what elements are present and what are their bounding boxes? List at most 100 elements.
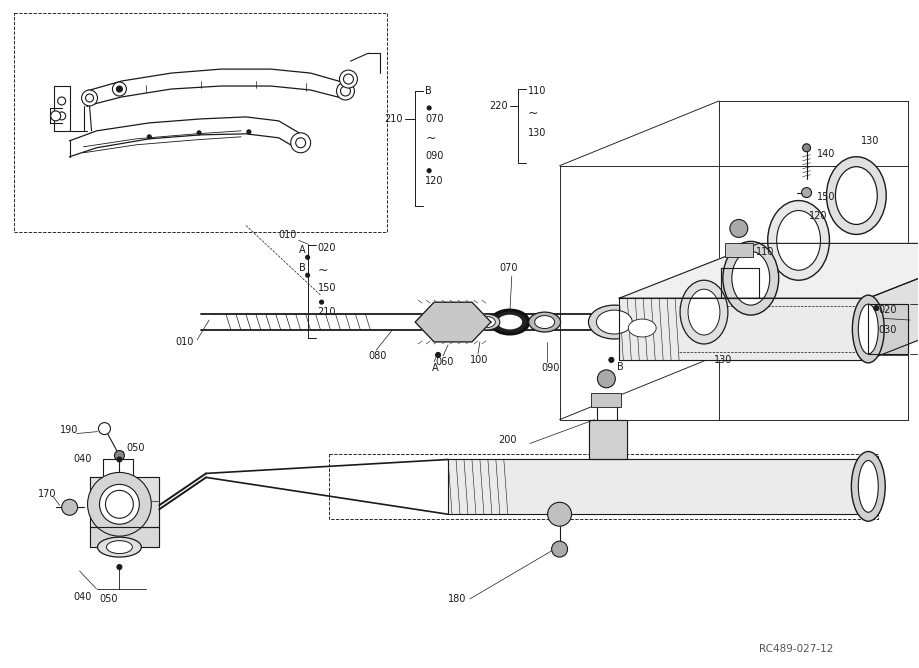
Text: 070: 070 [425, 114, 443, 124]
Text: 020: 020 [317, 243, 335, 253]
Text: B: B [299, 263, 305, 273]
Text: B: B [617, 362, 623, 372]
Ellipse shape [776, 210, 820, 271]
Ellipse shape [679, 280, 727, 344]
Text: 130: 130 [860, 136, 879, 146]
Circle shape [114, 450, 124, 460]
Circle shape [426, 106, 431, 110]
Circle shape [339, 70, 357, 88]
Circle shape [547, 502, 571, 526]
Text: 200: 200 [497, 435, 516, 445]
Bar [724, 243, 752, 257]
Circle shape [51, 111, 61, 121]
Polygon shape [414, 302, 491, 342]
Text: RC489-027-12: RC489-027-12 [758, 644, 833, 654]
Text: 020: 020 [878, 305, 896, 315]
Circle shape [801, 144, 810, 152]
Text: 010: 010 [278, 230, 296, 240]
Circle shape [305, 255, 310, 259]
Circle shape [608, 357, 613, 362]
Text: 110: 110 [754, 247, 773, 257]
Circle shape [246, 130, 251, 134]
Circle shape [729, 220, 747, 237]
Circle shape [87, 472, 151, 536]
Ellipse shape [496, 314, 522, 330]
Circle shape [873, 306, 878, 311]
Polygon shape [618, 243, 919, 298]
Polygon shape [720, 269, 758, 298]
Ellipse shape [722, 241, 777, 315]
Ellipse shape [857, 460, 878, 512]
Text: 120: 120 [808, 212, 826, 222]
Ellipse shape [107, 540, 132, 554]
Text: 080: 080 [368, 351, 386, 361]
Circle shape [336, 82, 354, 100]
Text: 140: 140 [816, 149, 834, 159]
Text: A: A [299, 245, 305, 255]
Text: 010: 010 [176, 337, 194, 347]
Circle shape [147, 135, 151, 139]
Ellipse shape [851, 295, 883, 363]
Polygon shape [618, 298, 868, 360]
Text: 050: 050 [99, 594, 118, 604]
Text: 100: 100 [470, 355, 488, 365]
Text: 210: 210 [384, 114, 403, 124]
Text: A: A [432, 363, 438, 373]
Text: 090: 090 [541, 363, 560, 373]
Circle shape [295, 138, 305, 148]
Ellipse shape [588, 305, 640, 339]
Text: 170: 170 [38, 490, 56, 500]
Circle shape [82, 90, 97, 106]
Circle shape [426, 169, 431, 172]
Ellipse shape [97, 537, 142, 557]
Bar [14, 13, 387, 232]
Ellipse shape [596, 310, 631, 334]
Text: 040: 040 [74, 454, 92, 464]
Text: 030: 030 [878, 325, 896, 335]
Circle shape [551, 541, 567, 557]
Polygon shape [868, 304, 907, 354]
Circle shape [58, 97, 65, 105]
Text: 150: 150 [317, 283, 335, 293]
Circle shape [435, 353, 440, 357]
Ellipse shape [766, 200, 829, 280]
Text: 070: 070 [499, 263, 517, 273]
Ellipse shape [850, 452, 884, 521]
Circle shape [800, 188, 811, 198]
Text: 180: 180 [448, 594, 466, 604]
Ellipse shape [491, 310, 528, 334]
Text: 060: 060 [435, 357, 453, 367]
Ellipse shape [620, 315, 663, 341]
Text: ~: ~ [317, 264, 328, 277]
Polygon shape [89, 478, 159, 527]
Text: 210: 210 [317, 307, 335, 317]
Circle shape [98, 423, 110, 435]
Polygon shape [868, 243, 919, 360]
Ellipse shape [687, 289, 720, 335]
Ellipse shape [438, 314, 467, 330]
Polygon shape [89, 527, 159, 547]
Ellipse shape [528, 312, 560, 332]
Circle shape [305, 273, 310, 277]
Circle shape [290, 133, 311, 153]
Circle shape [596, 370, 615, 388]
Circle shape [319, 300, 323, 304]
Text: ~: ~ [528, 106, 538, 120]
Bar [591, 393, 620, 407]
Circle shape [58, 112, 65, 120]
Polygon shape [589, 420, 627, 460]
Text: 220: 220 [489, 101, 507, 111]
Ellipse shape [825, 157, 885, 234]
Text: 150: 150 [816, 192, 834, 202]
Polygon shape [448, 460, 868, 514]
Ellipse shape [628, 319, 655, 337]
Ellipse shape [534, 315, 554, 329]
Text: 050: 050 [126, 442, 144, 452]
Text: 190: 190 [60, 425, 78, 435]
Ellipse shape [478, 317, 494, 327]
Text: 110: 110 [528, 86, 546, 96]
Circle shape [112, 82, 126, 96]
Text: 090: 090 [425, 151, 443, 161]
Text: ~: ~ [425, 132, 436, 146]
Circle shape [99, 484, 139, 524]
